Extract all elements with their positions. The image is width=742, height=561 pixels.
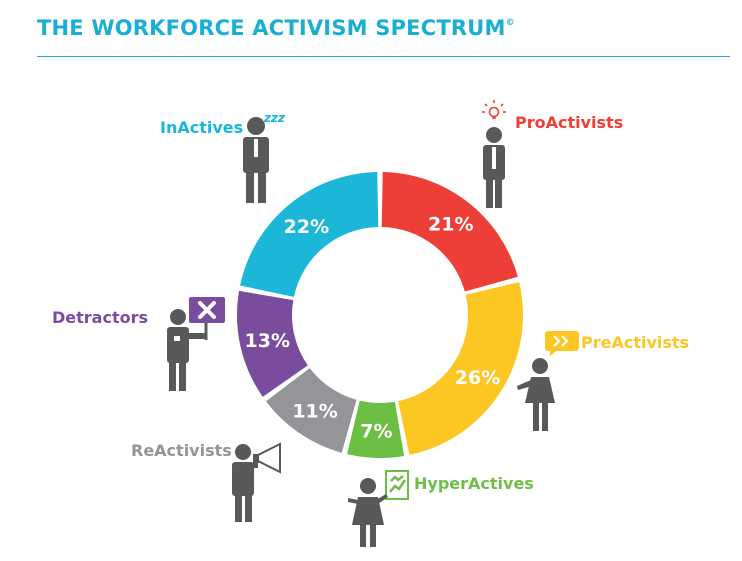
category-label-hyperactives: HyperActives	[414, 474, 534, 493]
value-label-reactivists: 11%	[292, 401, 337, 423]
reactivist-figure-icon	[232, 444, 258, 522]
value-label-preactivists: 26%	[455, 367, 500, 389]
title-divider	[37, 56, 730, 57]
detractor-figure-icon	[167, 309, 206, 391]
donut-segment-hyperactives	[347, 400, 405, 458]
donut-segments	[236, 172, 523, 458]
value-label-inactives: 22%	[284, 216, 329, 238]
sleep-zzz-icon: zzz	[263, 111, 286, 125]
donut-segment-detractors	[236, 290, 308, 397]
page-title-text: THE WORKFORCE ACTIVISM SPECTRUM	[37, 16, 506, 40]
donut-value-labels: 21% 26% 7% 11% 13% 22%	[245, 214, 501, 443]
fast-forward-bubble-icon	[545, 331, 579, 356]
donut-segment-proactivists	[381, 172, 518, 292]
reject-sign-icon	[189, 297, 225, 340]
copyright-mark: ©	[505, 18, 515, 28]
value-label-proactivists: 21%	[428, 214, 473, 236]
inactive-figure-icon	[243, 117, 269, 203]
preactivist-figure-icon	[517, 358, 555, 431]
graph-board-icon	[385, 470, 409, 500]
category-label-inactives: InActives	[160, 118, 243, 137]
category-label-proactivists: ProActivists	[515, 113, 623, 132]
category-label-preactivists: PreActivists	[581, 333, 689, 352]
donut-segment-reactivists	[265, 368, 357, 453]
lightbulb-icon	[482, 100, 506, 119]
megaphone-icon	[253, 442, 281, 474]
value-label-hyperactives: 7%	[360, 420, 392, 442]
proactivist-figure-icon	[483, 127, 505, 208]
category-label-reactivists: ReActivists	[131, 441, 232, 460]
page-title: THE WORKFORCE ACTIVISM SPECTRUM©	[37, 16, 515, 40]
value-label-detractors: 13%	[245, 330, 290, 352]
donut-segment-preactivists	[398, 282, 523, 455]
category-label-detractors: Detractors	[52, 308, 148, 327]
hyperactive-figure-icon	[348, 478, 388, 547]
donut-segment-inactives	[240, 172, 379, 297]
